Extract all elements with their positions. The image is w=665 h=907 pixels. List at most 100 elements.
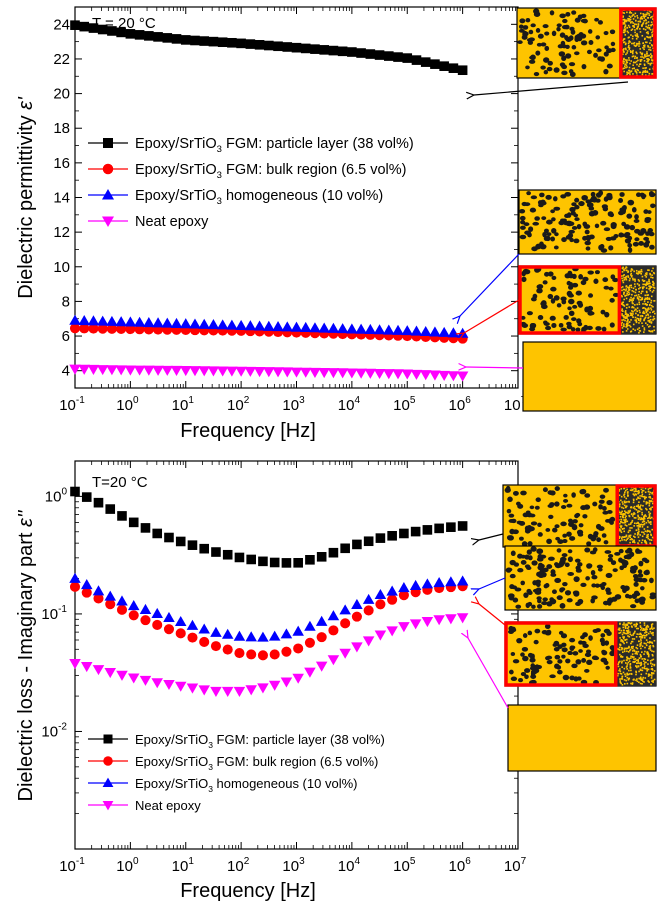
particle	[614, 551, 621, 556]
layer-speck	[653, 272, 656, 275]
data-point	[375, 533, 386, 543]
layer-speck	[631, 683, 634, 685]
particle	[643, 209, 649, 214]
layer-speck	[628, 40, 630, 43]
data-point	[447, 371, 460, 382]
particle	[518, 536, 524, 541]
data-point	[222, 644, 233, 655]
layer-speck	[643, 515, 646, 517]
layer-speck	[631, 21, 633, 23]
particle	[553, 295, 560, 301]
particle	[563, 493, 568, 498]
particle	[565, 12, 571, 17]
layer-speck	[645, 284, 647, 287]
layer-speck	[639, 12, 642, 15]
layer-speck	[640, 292, 642, 295]
data-point	[179, 318, 192, 329]
layer-speck	[628, 19, 630, 21]
particle	[568, 69, 574, 74]
particle	[544, 623, 551, 630]
highlight-frame	[518, 265, 622, 335]
particle	[608, 245, 614, 251]
layer-speck	[647, 294, 650, 296]
particle	[627, 247, 633, 253]
layer-speck	[651, 673, 653, 675]
particle	[525, 18, 531, 23]
layer-speck	[635, 679, 637, 682]
data-point	[221, 628, 234, 639]
layer-speck	[623, 632, 625, 634]
particle	[571, 317, 577, 322]
layer-speck	[619, 631, 622, 634]
layer-speck	[643, 329, 646, 331]
data-point	[151, 678, 163, 689]
data-point	[198, 623, 210, 634]
particle	[523, 592, 529, 598]
x-tick-label: 10-1	[59, 395, 85, 414]
layer-speck	[625, 294, 628, 297]
layer-speck	[619, 678, 621, 680]
layer-speck	[628, 44, 630, 47]
layer-speck	[624, 267, 627, 270]
layer-speck	[647, 654, 650, 657]
data-point	[292, 625, 304, 636]
layer-speck	[618, 503, 621, 505]
layer-speck	[645, 41, 647, 44]
layer-speck	[626, 328, 629, 330]
layer-speck	[632, 661, 634, 663]
layer-speck	[622, 623, 624, 626]
data-point	[456, 371, 469, 382]
data-point	[280, 628, 293, 639]
layer-speck	[633, 661, 635, 663]
particle	[584, 547, 591, 553]
layer-speck	[624, 63, 627, 66]
layer-speck	[628, 286, 631, 289]
particle	[568, 229, 575, 234]
layer-speck	[625, 524, 628, 527]
layer-speck	[623, 21, 626, 24]
layer-speck	[651, 502, 654, 505]
layer-speck	[620, 639, 623, 641]
particle	[644, 569, 650, 575]
y-tick-label: 12	[53, 224, 70, 241]
particle	[631, 207, 637, 213]
layer-speck	[641, 539, 644, 541]
y-tick-label: 8	[62, 293, 70, 310]
particle	[542, 231, 547, 238]
layer-speck	[633, 494, 636, 497]
layer-speck	[639, 60, 642, 62]
particle	[595, 35, 601, 40]
legend-text: Neat epoxy	[135, 214, 209, 230]
pointer-arrow	[479, 577, 506, 589]
particle	[542, 280, 548, 285]
layer-speck	[643, 63, 646, 66]
layer-speck	[627, 629, 629, 632]
layer-speck	[618, 535, 620, 538]
layer-speck	[649, 542, 651, 545]
layer-speck	[628, 669, 630, 672]
particle	[609, 650, 616, 657]
layer-speck	[626, 538, 629, 540]
layer-speck	[633, 493, 635, 496]
layer-speck	[635, 37, 638, 40]
layer-speck	[625, 632, 628, 635]
layer-speck	[628, 279, 631, 282]
layer-speck	[649, 320, 651, 323]
particle	[511, 585, 518, 590]
particle	[594, 583, 600, 588]
layer-speck	[623, 521, 625, 524]
particle	[573, 213, 579, 218]
data-point	[430, 59, 440, 69]
particle	[526, 526, 533, 532]
data-point	[290, 321, 303, 332]
particle	[548, 514, 554, 519]
layer-speck	[640, 16, 643, 18]
layer-speck	[634, 536, 636, 538]
data-point	[128, 610, 139, 621]
layer-speck	[637, 514, 639, 517]
particle	[569, 206, 576, 213]
particle	[541, 216, 547, 221]
particle	[575, 290, 582, 296]
layer-speck	[644, 303, 647, 305]
layer-speck	[646, 53, 648, 55]
